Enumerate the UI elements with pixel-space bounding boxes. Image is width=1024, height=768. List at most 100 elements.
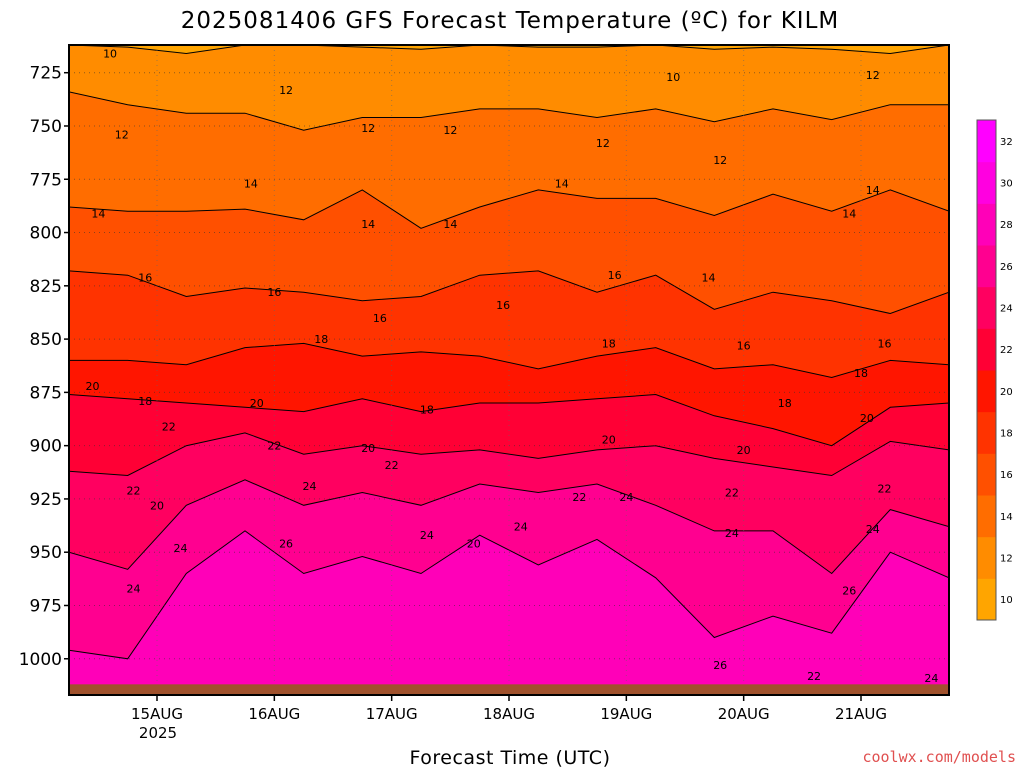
contour-label: 14 (361, 218, 375, 231)
contour-label: 20 (250, 397, 264, 410)
contour-label: 14 (244, 178, 258, 191)
contour-label: 10 (666, 71, 680, 84)
contour-label: 12 (279, 84, 293, 97)
contour-label: 18 (138, 395, 152, 408)
contour-label: 18 (420, 403, 434, 416)
xtick-label-18aug: 18AUG (483, 705, 535, 723)
contour-label: 24 (725, 527, 739, 540)
colorbar-swatch-12 (977, 536, 996, 579)
ytick-label-950: 950 (30, 543, 62, 563)
contour-label: 12 (115, 129, 129, 142)
contour-label: 22 (162, 420, 176, 433)
contour-label: 14 (701, 271, 715, 284)
contour-label: 18 (854, 367, 868, 380)
contour-label: 24 (303, 480, 317, 493)
contour-label: 24 (514, 521, 528, 534)
colorbar-label-16: 16 (1000, 470, 1013, 481)
contour-label: 14 (443, 218, 457, 231)
ytick-label-1000: 1000 (19, 650, 62, 670)
isotherm-16c (69, 270, 949, 315)
colorbar-label-18: 18 (1000, 429, 1013, 440)
contour-label: 20 (150, 499, 164, 512)
isotherm-10c (69, 45, 949, 55)
ytick-label-750: 750 (30, 117, 62, 137)
contour-label: 26 (713, 659, 727, 672)
isotherm-12c (69, 91, 949, 131)
xtick-label-21aug: 21AUG (835, 705, 887, 723)
xtick-label-20aug: 20AUG (718, 705, 770, 723)
colorbar-swatch-20 (977, 370, 996, 413)
x-axis-year-label: 2025 (139, 724, 177, 742)
contour-label: 20 (467, 538, 481, 551)
contour-label: 20 (85, 380, 99, 393)
contour-label: 12 (361, 122, 375, 135)
colorbar-label-24: 24 (1000, 304, 1013, 315)
ytick-label-875: 875 (30, 383, 62, 403)
colorbar-swatch-32 (977, 120, 996, 163)
colorbar-swatch-16 (977, 453, 996, 496)
contour-label: 10 (103, 48, 117, 61)
contour-label: 12 (866, 69, 880, 82)
ytick-label-850: 850 (30, 330, 62, 350)
contour-label: 22 (127, 484, 141, 497)
y-axis-ticks: 725 750 775 800 825 850 875 900 925 950 975 1000 (19, 64, 69, 670)
xtick-label-15aug: 15AUG (131, 705, 183, 723)
contour-label: 16 (877, 337, 891, 350)
contour-label: 24 (420, 529, 434, 542)
colorbar-label-20: 20 (1000, 387, 1013, 398)
contour-label: 16 (737, 339, 751, 352)
contour-label: 24 (619, 491, 633, 504)
contour-label: 12 (443, 124, 457, 137)
contour-label: 16 (608, 269, 622, 282)
colorbar-swatch-26 (977, 245, 996, 288)
colorbar-label-28: 28 (1000, 220, 1013, 231)
ytick-label-925: 925 (30, 490, 62, 510)
x-axis-label: Forecast Time (UTC) (410, 747, 611, 768)
contour-label: 14 (866, 184, 880, 197)
contour-label: 22 (267, 440, 281, 453)
colorbar-label-12: 12 (1000, 554, 1013, 565)
contour-label: 14 (91, 207, 105, 220)
isotherm-22c (69, 432, 949, 477)
contour-label: 18 (314, 333, 328, 346)
isotherm-18c (69, 342, 949, 379)
colorbar-frame (976, 119, 997, 621)
xtick-label-16aug: 16AUG (248, 705, 300, 723)
contour-label: 24 (173, 542, 187, 555)
colorbar-label-10: 10 (1000, 595, 1013, 606)
ground-strip (69, 684, 949, 695)
ytick-label-800: 800 (30, 224, 62, 244)
contour-label: 14 (842, 207, 856, 220)
xtick-label-19aug: 19AUG (600, 705, 652, 723)
contour-label: 22 (385, 459, 399, 472)
contour-label: 22 (877, 482, 891, 495)
contour-label: 24 (127, 582, 141, 595)
contour-label: 22 (807, 670, 821, 683)
x-axis-ticks: 15AUG 16AUG 17AUG 18AUG 19AUG 20AUG 21AUG (131, 695, 887, 723)
contour-label: 14 (555, 178, 569, 191)
xtick-label-17aug: 17AUG (366, 705, 418, 723)
colorbar-swatch-24 (977, 286, 996, 329)
band-above-26c (69, 530, 949, 695)
contour-label: 16 (138, 271, 152, 284)
contour-label: 26 (842, 585, 856, 598)
ytick-label-725: 725 (30, 64, 62, 84)
contour-label: 16 (267, 286, 281, 299)
isotherm-14c (69, 189, 949, 229)
contour-label: 22 (725, 487, 739, 500)
contour-label: 20 (361, 442, 375, 455)
contour-label: 16 (496, 299, 510, 312)
credit-text: coolwx.com/models (862, 748, 1016, 766)
colorbar-label-22: 22 (1000, 345, 1013, 356)
isotherm-24c (69, 479, 949, 575)
colorbar-swatch-22 (977, 328, 996, 371)
colorbar-swatch-28 (977, 203, 996, 246)
colorbar: 10 12 14 16 18 20 22 24 26 28 30 32 (976, 119, 1013, 621)
contour-label: 16 (373, 312, 387, 325)
contour-label: 24 (866, 523, 880, 536)
colorbar-swatch-14 (977, 495, 996, 538)
contour-label: 22 (572, 491, 586, 504)
colorbar-label-14: 14 (1000, 512, 1013, 523)
ytick-label-975: 975 (30, 596, 62, 616)
